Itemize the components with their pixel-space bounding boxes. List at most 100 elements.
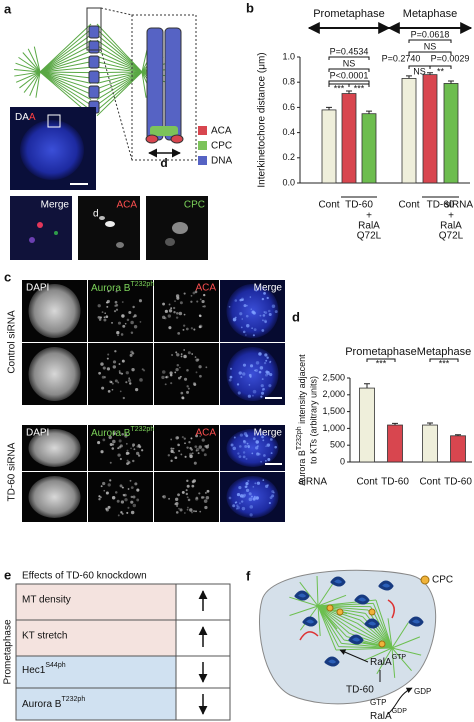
speckle (179, 508, 183, 512)
speckle (246, 442, 249, 445)
speckle (245, 457, 248, 460)
speckle (234, 299, 238, 302)
speckle (260, 391, 265, 395)
panel-label: c (4, 269, 11, 284)
speckle (247, 479, 250, 483)
inset (10, 196, 72, 260)
microtubule (96, 34, 143, 73)
speckle (265, 359, 268, 362)
speckle (185, 327, 189, 331)
y-tick-label: 1,000 (322, 423, 345, 433)
speckle (186, 508, 189, 511)
speckle (115, 290, 118, 293)
speckle (97, 315, 101, 319)
speckle (242, 372, 246, 376)
speckle (254, 368, 258, 372)
microtubule (96, 71, 143, 90)
speckle (181, 396, 185, 400)
speckle (198, 325, 202, 329)
distance-label: d (160, 156, 167, 170)
speckle (121, 359, 125, 363)
x-tick-label: Q72L (439, 231, 464, 242)
x-tick-label: TD-60 (381, 477, 409, 488)
speckle (130, 495, 133, 499)
speckle (127, 488, 130, 490)
speckle (165, 376, 168, 379)
nucleus (28, 476, 81, 518)
speckle (193, 461, 197, 465)
speckle (253, 328, 257, 332)
group-label: Metaphase (417, 346, 471, 358)
speckle (240, 326, 243, 329)
speckle (170, 438, 173, 441)
zoom-box (86, 7, 102, 51)
speckle (198, 445, 203, 449)
speckle (261, 378, 264, 381)
speckle (118, 371, 121, 374)
microtubule (375, 599, 393, 649)
speckle (262, 479, 265, 482)
speckle (184, 455, 187, 458)
speckle (117, 514, 120, 517)
spot (116, 242, 124, 248)
table-title: Effects of TD-60 knockdown (22, 571, 147, 582)
microtubule (39, 61, 92, 73)
speckle (248, 497, 253, 502)
speckle (168, 497, 171, 500)
channel-label: Merge (254, 428, 283, 439)
sig-bracket (328, 80, 370, 84)
speckle (194, 290, 198, 294)
legend-label: DNA (211, 156, 232, 167)
speckle (186, 496, 189, 499)
annotation: *** (376, 358, 387, 368)
speckle (121, 301, 124, 304)
speckle (173, 451, 175, 454)
arrow (387, 687, 413, 715)
speckle (203, 453, 207, 457)
spot (29, 237, 35, 243)
row-name: Hec1S44ph (22, 662, 66, 676)
speckle (133, 325, 138, 329)
bar (422, 424, 438, 463)
speckle (248, 373, 252, 377)
astral-mt (317, 594, 347, 607)
row-label: TD-60 siRNA (7, 442, 18, 501)
speckle (200, 496, 204, 499)
speckle (127, 378, 132, 383)
speckle (241, 318, 244, 320)
speckle (259, 314, 262, 317)
speckle (190, 294, 193, 297)
speckle (125, 451, 129, 455)
speckle (183, 349, 185, 351)
astral-mt (19, 71, 41, 89)
annotation: P=0.2740 (382, 53, 421, 63)
speckle (260, 460, 262, 463)
bar (443, 83, 459, 184)
speckle (199, 374, 202, 378)
speckle (186, 390, 190, 394)
label-part: T232ph (61, 696, 85, 703)
speckle (266, 443, 271, 447)
speckle (101, 386, 105, 390)
y-tick-label: 0.4 (282, 127, 295, 137)
speckle (103, 316, 106, 319)
speckle (260, 395, 263, 398)
speckle (121, 512, 124, 515)
spot (99, 216, 105, 220)
speckle (98, 371, 101, 375)
microtubule (39, 71, 92, 90)
speckle (245, 482, 249, 486)
speckle (183, 324, 186, 327)
microtubule (317, 605, 358, 624)
speckle (255, 361, 260, 365)
panel-f: f CPC RalAGTP TD-60 GTP GDP RalAGDP (246, 568, 453, 721)
x-axis-label: siRNA (445, 200, 474, 211)
speckle (120, 333, 124, 336)
speckle (264, 353, 268, 357)
speckle (130, 510, 135, 515)
speckle (237, 452, 240, 455)
speckle (250, 495, 253, 498)
chromosome (88, 85, 100, 99)
speckle (256, 481, 261, 485)
